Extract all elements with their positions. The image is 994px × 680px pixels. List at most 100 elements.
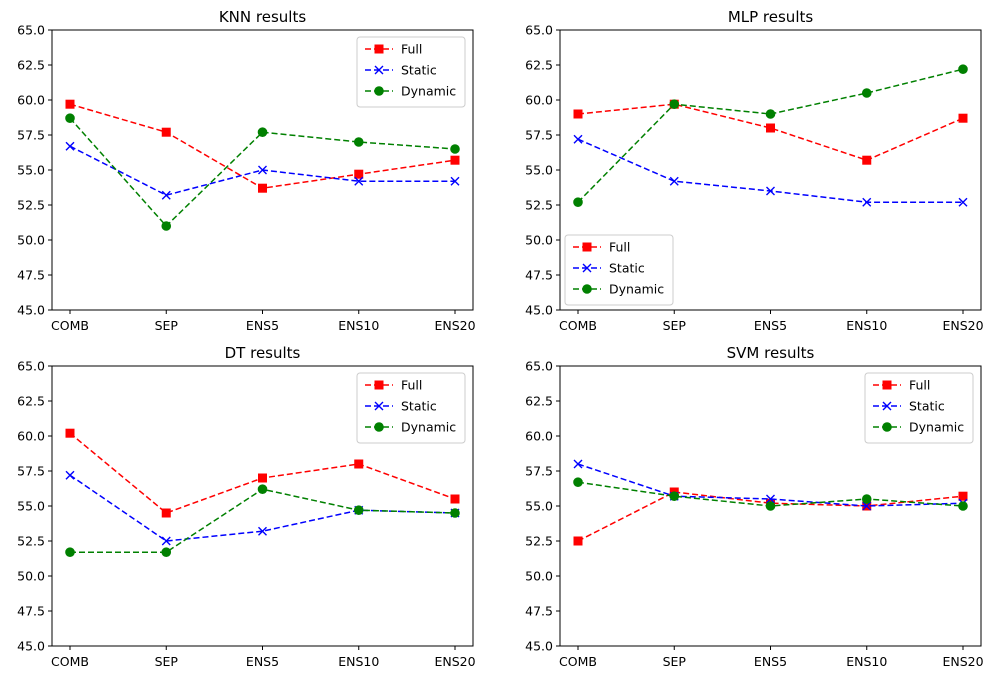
data-point-full	[450, 155, 460, 165]
legend-marker-dynamic	[882, 422, 892, 432]
legend-box	[356, 372, 466, 444]
x-tick-label: COMB	[51, 654, 89, 669]
legend-label-full: Full	[909, 378, 930, 393]
series-line-dynamic	[577, 68, 964, 203]
axes-frame	[51, 365, 474, 647]
y-tick-label: 55.0	[17, 163, 45, 178]
data-point-dynamic	[573, 477, 583, 488]
x-tick-label: SEP	[155, 318, 179, 333]
y-tick-label: 50.0	[525, 569, 553, 584]
y-tick-label: 50.0	[525, 233, 553, 248]
data-point-full	[354, 169, 364, 179]
y-tick-label: 50.0	[17, 569, 45, 584]
series-dynamic	[65, 113, 460, 231]
data-point-static	[161, 190, 171, 200]
data-point-full	[862, 155, 872, 165]
mlp-results-panel: MLP results 45.0 47.5 50.0 52.5 55.0 57.5 60.0 6…	[525, 8, 983, 333]
x-tick-label: ENS20	[434, 654, 475, 669]
series-line-full	[69, 432, 456, 514]
y-tick-label: 65.0	[525, 23, 553, 38]
y-tick-label: 52.5	[525, 198, 553, 213]
y-tick-label: 65.0	[17, 23, 45, 38]
data-point-dynamic	[765, 501, 776, 511]
legend-label-dynamic: Dynamic	[401, 84, 456, 99]
axes-frame	[559, 365, 982, 647]
data-point-dynamic	[257, 484, 268, 495]
data-point-dynamic	[573, 197, 583, 207]
data-point-static	[669, 176, 679, 186]
legend-marker-full	[882, 380, 892, 390]
y-tick-label: 52.5	[17, 198, 45, 213]
y-tick-label: 60.0	[525, 429, 553, 444]
y-tick-label: 60.0	[17, 93, 45, 108]
data-point-static	[573, 459, 583, 469]
data-point-static	[862, 501, 872, 511]
legend-label-static: Static	[401, 399, 437, 414]
legend-label-dynamic: Dynamic	[909, 420, 964, 435]
data-point-static	[258, 526, 267, 536]
data-point-dynamic	[861, 494, 872, 504]
data-point-full	[766, 123, 775, 133]
y-tick-label: 45.0	[17, 303, 45, 318]
chart-title: MLP results	[728, 8, 814, 26]
legend-label-dynamic: Dynamic	[609, 282, 664, 297]
y-tick-label: 47.5	[17, 268, 45, 283]
legend-label-full: Full	[609, 240, 630, 255]
x-tick-label: ENS10	[338, 654, 379, 669]
data-point-dynamic	[65, 547, 75, 558]
svm-results-panel: SVM results 45.0 47.5 50.0 52.5 55.0 57.5 60.0 6…	[525, 344, 983, 669]
x-tick-label: SEP	[663, 318, 687, 333]
data-point-static	[766, 494, 775, 504]
y-tick-label: 50.0	[17, 233, 45, 248]
legend-box	[864, 372, 974, 444]
x-tick-label: ENS5	[246, 318, 279, 333]
y-tick-label: 47.5	[525, 268, 553, 283]
series-dynamic	[573, 477, 968, 511]
y-tick-label: 60.0	[17, 429, 45, 444]
data-point-full	[65, 99, 75, 109]
x-tick-label: COMB	[559, 654, 597, 669]
x-tick-label: ENS10	[846, 318, 887, 333]
series-static	[573, 459, 968, 511]
legend-marker-full	[374, 44, 384, 54]
y-tick-label: 57.5	[525, 464, 553, 479]
legend: Full Static Dynamic	[564, 234, 674, 306]
data-point-dynamic	[65, 113, 75, 123]
series-line-full	[577, 491, 964, 542]
legend-marker-dynamic	[374, 86, 384, 96]
y-tick-label: 55.0	[525, 163, 553, 178]
data-point-full	[65, 428, 75, 438]
data-point-full	[958, 113, 968, 123]
x-tick-label: ENS5	[754, 318, 787, 333]
series-dynamic	[573, 64, 968, 207]
legend: Full Static Dynamic	[356, 372, 466, 444]
legend-marker-static	[374, 65, 384, 75]
series-full	[65, 428, 460, 518]
legend: Full Static Dynamic	[356, 36, 466, 108]
data-point-static	[862, 197, 872, 207]
x-tick-label: SEP	[155, 654, 179, 669]
x-tick-label: ENS5	[754, 654, 787, 669]
y-tick-label: 52.5	[525, 534, 553, 549]
y-tick-label: 55.0	[17, 499, 45, 514]
y-tick-label: 52.5	[17, 534, 45, 549]
x-tick-label: ENS20	[434, 318, 475, 333]
data-point-dynamic	[669, 99, 680, 109]
data-point-dynamic	[958, 501, 968, 511]
data-point-full	[258, 183, 267, 193]
chart-title: SVM results	[727, 344, 815, 362]
data-point-dynamic	[669, 491, 680, 502]
legend-marker-static	[882, 401, 892, 411]
data-point-static	[958, 197, 968, 207]
series-line-full	[577, 103, 964, 162]
data-point-full	[161, 508, 171, 518]
y-tick-label: 45.0	[525, 303, 553, 318]
y-tick-label: 47.5	[525, 604, 553, 619]
y-tick-label: 62.5	[17, 394, 45, 409]
y-tick-label: 62.5	[525, 394, 553, 409]
series-line-dynamic	[69, 117, 456, 228]
legend-label-static: Static	[401, 63, 437, 78]
y-tick-label: 65.0	[525, 359, 553, 374]
axes-frame	[51, 29, 474, 311]
